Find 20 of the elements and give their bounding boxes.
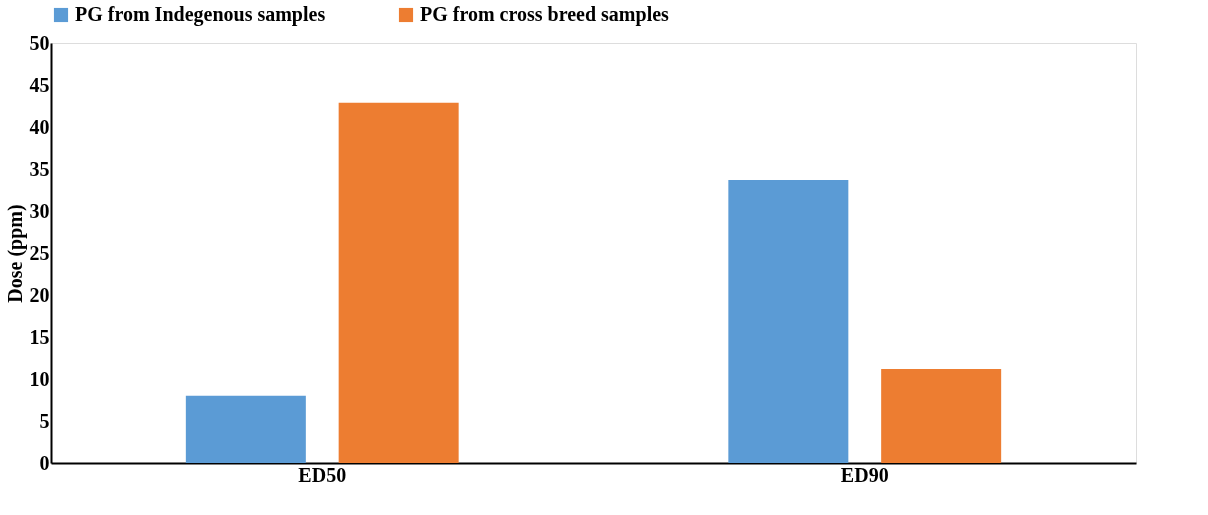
y-tick-label: 25: [29, 241, 50, 264]
y-tick-label: 15: [29, 325, 50, 348]
y-tick-label: 35: [29, 157, 50, 180]
y-tick-label: 20: [29, 283, 50, 306]
x-tick-label: ED50: [298, 463, 347, 486]
y-tick-label: 50: [29, 31, 50, 54]
bar: [338, 102, 459, 463]
bar: [728, 179, 849, 463]
y-tick-label: 45: [29, 73, 50, 96]
y-tick-label: 10: [29, 367, 50, 390]
bar: [185, 395, 306, 463]
y-tick-label: 5: [39, 409, 50, 432]
bar: [881, 368, 1002, 463]
x-tick-label: ED90: [840, 463, 889, 486]
y-axis-title: Dose (ppm): [3, 204, 27, 303]
legend-label: PG from Indegenous samples: [75, 3, 326, 26]
y-tick-label: 40: [29, 115, 50, 138]
y-tick-label: 30: [29, 199, 50, 222]
legend-label: PG from cross breed samples: [420, 3, 670, 26]
y-tick-label: 0: [39, 451, 50, 474]
